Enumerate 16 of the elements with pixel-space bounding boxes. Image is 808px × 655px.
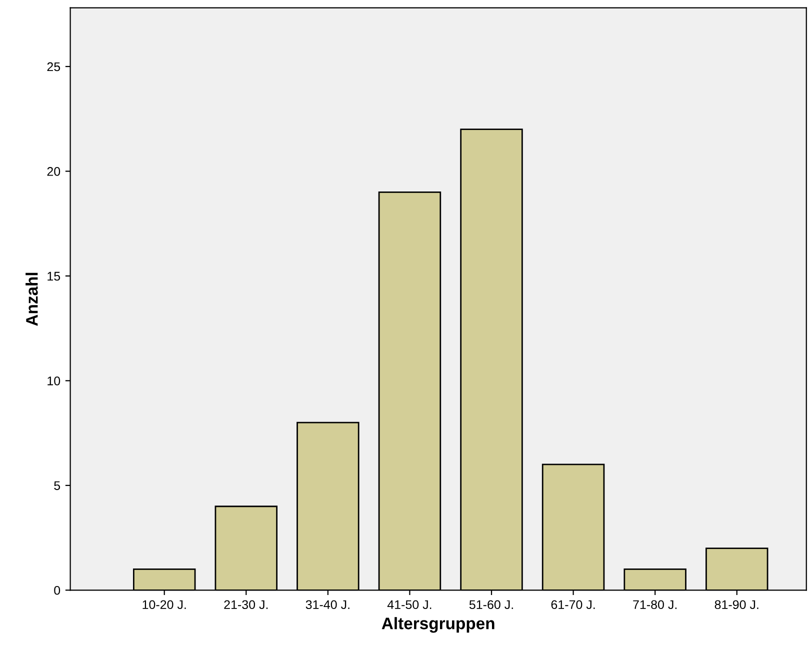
y-tick-label: 0 — [54, 586, 60, 595]
x-tick-label: 51-60 J. — [469, 600, 513, 610]
x-tick-label: 71-80 J. — [633, 600, 677, 610]
y-tick-label: 10 — [48, 376, 60, 386]
y-tick-label: 25 — [47, 62, 60, 72]
y-axis-title: Anzahl — [26, 272, 38, 326]
x-tick-label: 21-30 J. — [224, 600, 268, 610]
x-tick-label: 10-20 J. — [142, 600, 186, 610]
y-tick-label: 15 — [48, 272, 60, 281]
y-tick-label: 5 — [54, 481, 60, 490]
y-tick-label: 20 — [47, 167, 60, 176]
x-tick-label: 81-90 J. — [714, 600, 758, 610]
x-tick-label: 41-50 J. — [387, 600, 432, 610]
x-tick-label: 61-70 J. — [551, 600, 595, 610]
x-axis-title: Altersgruppen — [382, 617, 494, 633]
x-tick-label: 31-40 J. — [306, 600, 350, 610]
